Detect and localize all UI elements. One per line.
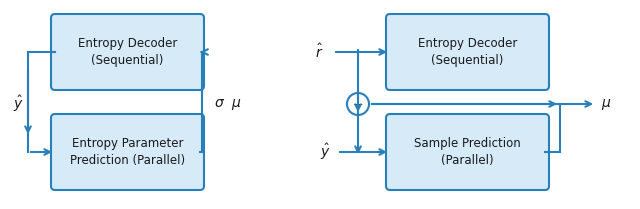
FancyBboxPatch shape [51,114,204,190]
Text: $\hat{y}$: $\hat{y}$ [320,142,331,162]
Text: $\hat{y}$: $\hat{y}$ [13,94,23,114]
Text: +: + [353,98,364,111]
Text: Entropy Parameter
Prediction (Parallel): Entropy Parameter Prediction (Parallel) [70,137,185,167]
FancyBboxPatch shape [386,14,549,90]
Text: $\hat{r}$: $\hat{r}$ [315,43,323,61]
FancyBboxPatch shape [386,114,549,190]
Text: $\sigma$  $\mu$: $\sigma$ $\mu$ [214,97,242,111]
Text: Sample Prediction
(Parallel): Sample Prediction (Parallel) [414,137,521,167]
Text: $\mu$: $\mu$ [601,97,611,111]
FancyBboxPatch shape [51,14,204,90]
Text: Entropy Decoder
(Sequential): Entropy Decoder (Sequential) [78,37,177,67]
Text: Entropy Decoder
(Sequential): Entropy Decoder (Sequential) [418,37,517,67]
